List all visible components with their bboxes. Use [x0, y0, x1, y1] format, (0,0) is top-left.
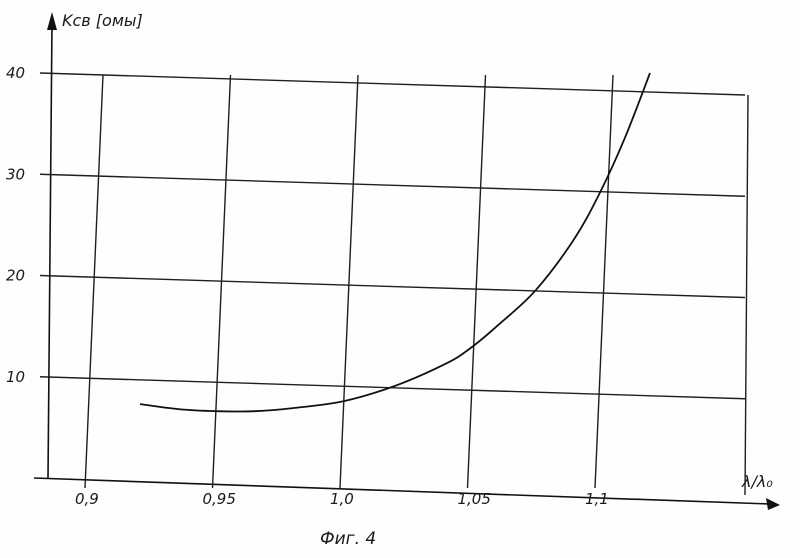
- y-tick-label: 30: [6, 165, 25, 183]
- x-tick-labels: 0,9 0,95 1,0 1,05 1,1: [75, 490, 609, 508]
- x-axis-label: λ/λ₀: [741, 472, 773, 491]
- y-axis: [48, 22, 52, 478]
- x-grid-line: [340, 75, 358, 488]
- y-tick-labels: 10 20 30 40: [6, 64, 25, 386]
- y-tick-label: 40: [6, 64, 25, 82]
- x-grid-line: [468, 75, 486, 488]
- y-grid-line: [40, 73, 745, 95]
- x-grid-line: [745, 95, 748, 495]
- x-grid-line: [595, 75, 613, 488]
- y-tick-label: 10: [6, 368, 25, 386]
- figure-caption: Фиг. 4: [320, 529, 376, 549]
- x-axis-arrow-icon: [766, 498, 780, 510]
- y-tick-label: 20: [6, 267, 25, 285]
- series-line: [140, 73, 650, 412]
- y-grid-lines: [40, 73, 745, 399]
- y-grid-line: [40, 174, 745, 196]
- x-tick-label: 0,9: [75, 490, 99, 508]
- x-axis: [34, 478, 770, 504]
- y-axis-arrow-icon: [47, 12, 57, 30]
- x-tick-label: 1,0: [330, 490, 354, 508]
- x-grid-lines: [85, 75, 748, 495]
- x-grid-line: [85, 75, 103, 488]
- x-tick-label: 1,1: [585, 490, 609, 508]
- x-tick-label: 0,95: [203, 490, 236, 508]
- y-grid-line: [40, 276, 745, 298]
- y-axis-label: Kсв [омы]: [62, 11, 143, 30]
- x-tick-label: 1,05: [458, 490, 491, 508]
